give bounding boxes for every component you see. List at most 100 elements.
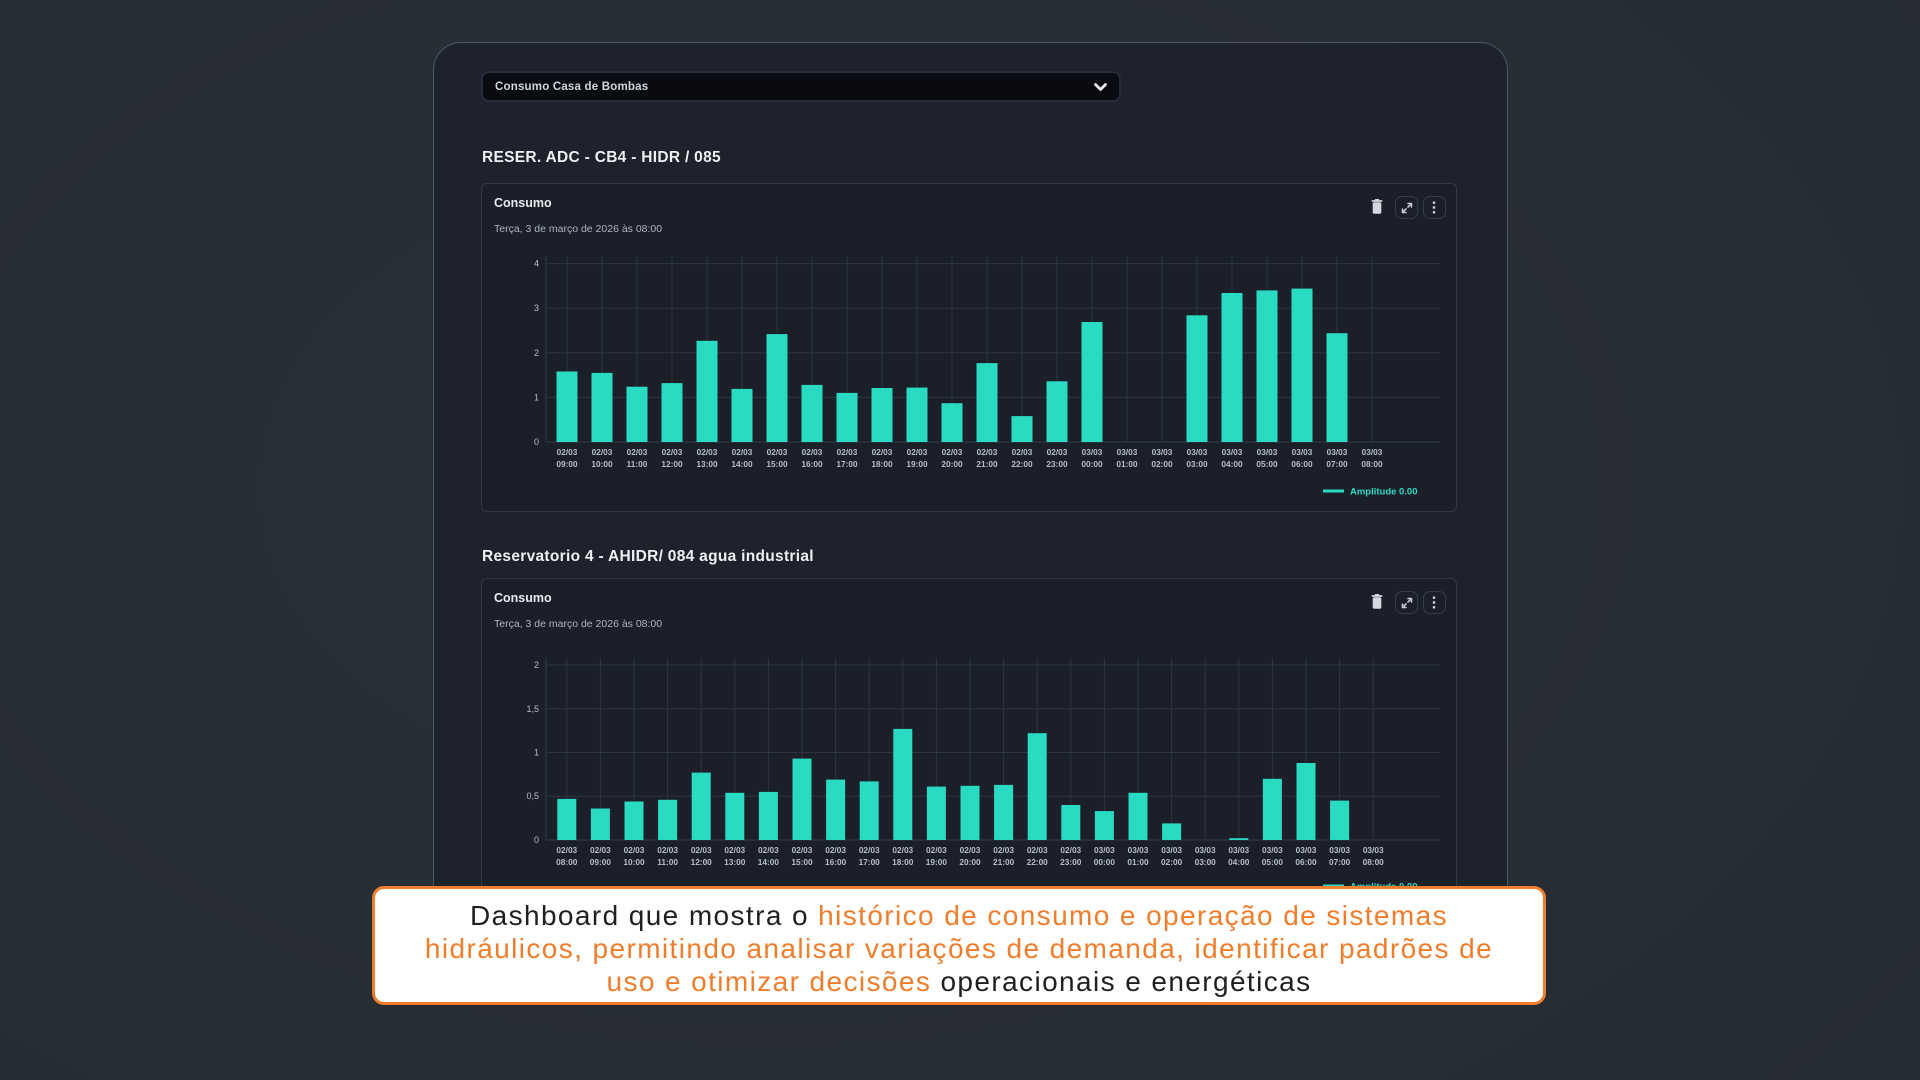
svg-text:02/03: 02/03 — [1027, 845, 1048, 855]
svg-text:13:00: 13:00 — [724, 857, 746, 867]
svg-text:03/03: 03/03 — [1362, 447, 1383, 457]
svg-text:11:00: 11:00 — [627, 459, 648, 469]
svg-text:02/03: 02/03 — [1060, 845, 1081, 855]
svg-text:1: 1 — [534, 748, 539, 758]
svg-text:03/03: 03/03 — [1187, 447, 1208, 457]
svg-text:03/03: 03/03 — [1329, 845, 1350, 855]
svg-text:21:00: 21:00 — [993, 857, 1015, 867]
svg-text:01:00: 01:00 — [1116, 459, 1138, 469]
svg-text:02/03: 02/03 — [1047, 447, 1068, 457]
svg-text:03/03: 03/03 — [1296, 845, 1317, 855]
svg-text:03/03: 03/03 — [1161, 845, 1182, 855]
svg-text:03/03: 03/03 — [1195, 845, 1216, 855]
svg-text:02/03: 02/03 — [592, 447, 613, 457]
svg-text:0: 0 — [534, 437, 539, 447]
svg-text:2: 2 — [534, 660, 539, 670]
svg-text:00:00: 00:00 — [1094, 857, 1116, 867]
svg-text:Amplitude: Amplitude — [1350, 487, 1396, 498]
svg-text:07:00: 07:00 — [1326, 459, 1348, 469]
svg-text:02/03: 02/03 — [859, 845, 880, 855]
svg-text:03/03: 03/03 — [1128, 845, 1149, 855]
svg-text:06:00: 06:00 — [1295, 857, 1317, 867]
svg-text:08:00: 08:00 — [556, 857, 578, 867]
svg-text:02/03: 02/03 — [556, 845, 577, 855]
svg-text:14:00: 14:00 — [731, 459, 753, 469]
svg-text:19:00: 19:00 — [906, 459, 928, 469]
svg-text:4: 4 — [534, 259, 539, 269]
svg-text:08:00: 08:00 — [1363, 857, 1385, 867]
svg-text:20:00: 20:00 — [941, 459, 963, 469]
svg-text:04:00: 04:00 — [1228, 857, 1250, 867]
svg-text:02/03: 02/03 — [907, 447, 928, 457]
svg-text:02:00: 02:00 — [1161, 857, 1183, 867]
svg-text:02/03: 02/03 — [697, 447, 718, 457]
svg-text:03/03: 03/03 — [1228, 845, 1249, 855]
svg-text:03/03: 03/03 — [1292, 447, 1313, 457]
svg-text:21:00: 21:00 — [976, 459, 998, 469]
svg-text:03:00: 03:00 — [1195, 857, 1217, 867]
svg-text:02/03: 02/03 — [732, 447, 753, 457]
svg-text:2: 2 — [534, 348, 539, 358]
svg-text:03/03: 03/03 — [1363, 845, 1384, 855]
svg-text:02/03: 02/03 — [977, 447, 998, 457]
svg-text:03:00: 03:00 — [1186, 459, 1208, 469]
svg-text:05:00: 05:00 — [1262, 857, 1284, 867]
svg-text:02:00: 02:00 — [1151, 459, 1173, 469]
svg-text:09:00: 09:00 — [556, 459, 578, 469]
svg-text:09:00: 09:00 — [590, 857, 612, 867]
svg-text:02/03: 02/03 — [590, 845, 611, 855]
svg-text:02/03: 02/03 — [926, 845, 947, 855]
svg-text:12:00: 12:00 — [661, 459, 683, 469]
svg-text:23:00: 23:00 — [1060, 857, 1082, 867]
svg-text:03/03: 03/03 — [1327, 447, 1348, 457]
svg-text:02/03: 02/03 — [557, 447, 578, 457]
svg-text:1,5: 1,5 — [526, 704, 539, 714]
svg-text:02/03: 02/03 — [657, 845, 678, 855]
svg-text:04:00: 04:00 — [1221, 459, 1243, 469]
svg-text:10:00: 10:00 — [591, 459, 613, 469]
svg-text:02/03: 02/03 — [767, 447, 788, 457]
svg-text:02/03: 02/03 — [792, 845, 813, 855]
svg-text:01:00: 01:00 — [1127, 857, 1149, 867]
svg-text:22:00: 22:00 — [1011, 459, 1033, 469]
svg-text:10:00: 10:00 — [623, 857, 645, 867]
svg-text:16:00: 16:00 — [825, 857, 847, 867]
svg-text:17:00: 17:00 — [859, 857, 881, 867]
svg-text:08:00: 08:00 — [1361, 459, 1383, 469]
svg-text:02/03: 02/03 — [825, 845, 846, 855]
svg-text:02/03: 02/03 — [1012, 447, 1033, 457]
svg-text:03/03: 03/03 — [1082, 447, 1103, 457]
svg-text:18:00: 18:00 — [871, 459, 893, 469]
svg-text:02/03: 02/03 — [627, 447, 648, 457]
svg-text:03/03: 03/03 — [1262, 845, 1283, 855]
svg-text:00:00: 00:00 — [1081, 459, 1103, 469]
svg-text:17:00: 17:00 — [836, 459, 858, 469]
svg-text:03/03: 03/03 — [1222, 447, 1243, 457]
svg-text:07:00: 07:00 — [1329, 857, 1351, 867]
svg-text:03/03: 03/03 — [1257, 447, 1278, 457]
svg-text:06:00: 06:00 — [1291, 459, 1313, 469]
svg-text:3: 3 — [534, 303, 539, 313]
svg-text:02/03: 02/03 — [837, 447, 858, 457]
svg-text:19:00: 19:00 — [926, 857, 948, 867]
svg-text:0,5: 0,5 — [526, 791, 539, 801]
svg-text:23:00: 23:00 — [1046, 459, 1068, 469]
svg-text:02/03: 02/03 — [892, 845, 913, 855]
svg-text:03/03: 03/03 — [1094, 845, 1115, 855]
svg-text:0.00: 0.00 — [1399, 487, 1418, 498]
svg-text:18:00: 18:00 — [892, 857, 914, 867]
svg-text:16:00: 16:00 — [801, 459, 823, 469]
svg-text:02/03: 02/03 — [993, 845, 1014, 855]
svg-text:02/03: 02/03 — [802, 447, 823, 457]
svg-text:0: 0 — [534, 835, 539, 845]
svg-text:02/03: 02/03 — [624, 845, 645, 855]
svg-text:02/03: 02/03 — [942, 447, 963, 457]
svg-text:22:00: 22:00 — [1027, 857, 1049, 867]
svg-text:02/03: 02/03 — [691, 845, 712, 855]
svg-text:02/03: 02/03 — [662, 447, 683, 457]
svg-text:13:00: 13:00 — [696, 459, 718, 469]
svg-text:05:00: 05:00 — [1256, 459, 1278, 469]
svg-text:15:00: 15:00 — [791, 857, 813, 867]
svg-text:02/03: 02/03 — [872, 447, 893, 457]
svg-text:03/03: 03/03 — [1152, 447, 1173, 457]
